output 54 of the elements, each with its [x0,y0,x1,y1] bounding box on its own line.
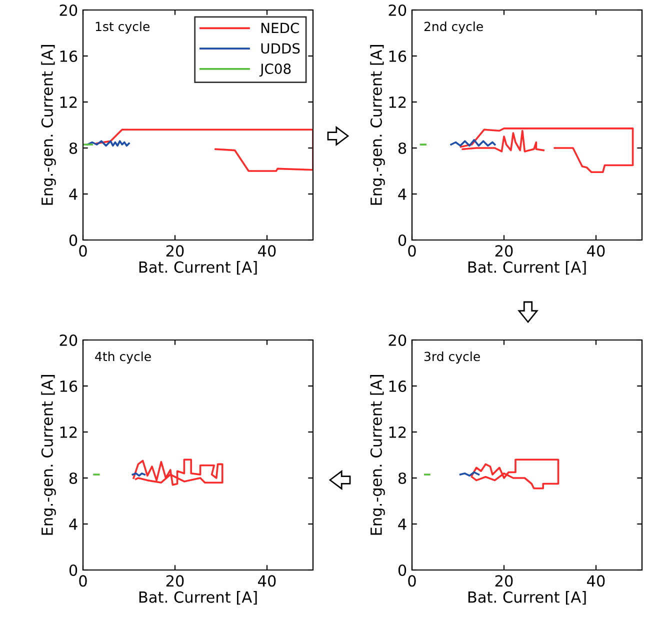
y-tick-label: 20 [388,334,406,346]
x-tick-label: 40 [587,245,605,257]
y-tick-label: 20 [388,4,406,16]
legend-label: NEDC [261,22,299,34]
line-series [96,128,313,172]
annotation: 4th cycle [95,352,151,364]
x-axis-title: Bat. Current [A] [139,261,257,275]
y-tick-label: 0 [69,234,78,246]
y-tick-label: 16 [60,380,78,392]
y-tick-label: 4 [398,518,406,530]
annotation: 2nd cycle [424,22,483,34]
y-tick-label: 16 [60,50,78,62]
y-axis-title: Eng.-gen. Current [A] [370,375,385,535]
y-tick-label: 12 [60,96,77,108]
x-tick-label: 20 [495,245,513,257]
x-axis-title: Bat. Current [A] [468,591,586,605]
legend-label: JC08 [259,64,291,77]
line-series [132,458,224,486]
y-tick-label: 12 [389,96,406,108]
y-tick-label: 4 [69,518,78,530]
y-tick-label: 12 [389,426,406,438]
annotation: 3rd cycle [424,352,480,364]
y-tick-label: 4 [398,188,406,200]
y-tick-label: 8 [398,472,406,484]
y-tick-label: 16 [389,50,406,62]
y-axis-title: Eng.-gen. Current [A] [41,45,56,205]
y-tick-label: 0 [398,234,406,246]
x-tick-label: 0 [408,245,416,257]
x-tick-label: 20 [166,245,184,257]
y-tick-label: 0 [69,564,78,576]
y-tick-label: 8 [69,472,78,484]
x-tick-label: 40 [587,575,605,587]
legend-label: UDDS [261,43,300,54]
x-tick-label: 0 [408,575,416,587]
y-tick-label: 0 [398,564,406,576]
x-tick-label: 40 [258,245,276,257]
y-axis-title: Eng.-gen. Current [A] [41,375,56,535]
x-axis-title: Bat. Current [A] [139,591,257,605]
x-tick-label: 20 [166,575,184,587]
y-tick-label: 20 [60,334,78,346]
x-tick-label: 0 [79,245,87,257]
y-axis-title: Eng.-gen. Current [A] [370,45,385,205]
y-tick-label: 4 [69,188,78,200]
annotation: 1st cycle [96,22,150,34]
y-tick-label: 16 [389,380,406,392]
y-tick-label: 12 [60,426,77,438]
y-tick-label: 20 [60,4,78,16]
x-tick-label: 40 [258,575,276,587]
line-series [470,458,560,490]
x-tick-label: 20 [495,575,513,587]
x-tick-label: 0 [79,575,87,587]
y-tick-label: 8 [69,142,78,154]
x-axis-title: Bat. Current [A] [468,261,586,275]
y-tick-label: 8 [398,142,406,154]
